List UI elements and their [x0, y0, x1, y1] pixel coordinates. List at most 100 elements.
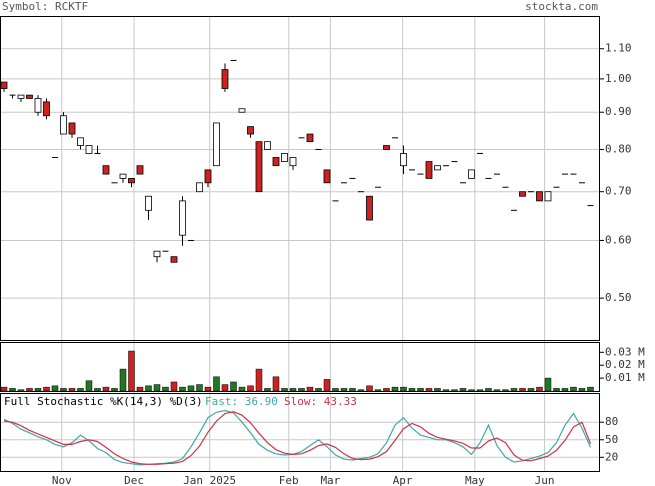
- volume-bar: [383, 388, 390, 392]
- volume-bar: [544, 377, 552, 392]
- indicator-title: Full Stochastic %K(14,3) %D(3): [4, 395, 203, 408]
- volume-bar: [221, 384, 229, 392]
- volume-bar: [9, 388, 16, 392]
- candle-body: [519, 191, 526, 197]
- legend-entry: Fast: 36.90: [205, 395, 278, 408]
- volume-bar: [179, 386, 186, 392]
- x-tick-label: May: [465, 474, 485, 486]
- volume-bar: [561, 388, 569, 392]
- x-tick-label: Apr: [393, 474, 413, 486]
- volume-bar: [153, 384, 161, 392]
- volume-bar: [34, 388, 42, 392]
- candle-body: [26, 94, 33, 99]
- volume-bar: [502, 389, 509, 392]
- candle-body: [264, 141, 271, 150]
- candle-body: [255, 141, 263, 193]
- volume-bar: [17, 389, 25, 392]
- volume-bar: [315, 388, 322, 392]
- volume-bar: [60, 388, 67, 392]
- volume-bar: [102, 386, 110, 392]
- volume-bar: [476, 389, 484, 392]
- candle-body: [238, 108, 246, 113]
- candle-body: [145, 195, 152, 211]
- candle-body: [68, 122, 76, 135]
- candle-body: [153, 250, 161, 258]
- candle-body: [544, 191, 552, 202]
- volume-bar: [451, 389, 458, 392]
- candle-body: [323, 169, 331, 184]
- volume-bar: [485, 388, 492, 392]
- candle-body: [536, 191, 543, 202]
- volume-bar: [51, 385, 59, 392]
- candle-body: [128, 178, 135, 184]
- volume-bar: [204, 386, 212, 392]
- candle-body: [196, 182, 203, 193]
- volume-bar: [459, 388, 467, 392]
- volume-bar: [340, 388, 348, 392]
- volume-bar: [306, 386, 314, 392]
- volume-bar: [374, 389, 382, 392]
- volume-bar: [213, 376, 220, 392]
- volume-bar: [425, 388, 433, 392]
- volume-bar: [332, 388, 339, 392]
- candle-body: [119, 173, 127, 179]
- x-tick-label: Mar: [320, 474, 340, 486]
- volume-bar: [323, 379, 331, 392]
- volume-bar: [136, 386, 144, 392]
- volume-bar: [26, 388, 33, 392]
- volume-bar: [77, 388, 84, 392]
- y-tick-label: 0.90: [605, 105, 632, 118]
- volume-bar: [510, 388, 518, 392]
- volume-bar: [536, 386, 543, 392]
- y-tick-label: 0.02 M: [605, 358, 645, 371]
- volume-bar: [493, 389, 501, 392]
- volume-bar: [281, 388, 288, 392]
- candle-body: [77, 137, 84, 146]
- volume-bar: [187, 385, 195, 392]
- y-tick-label: 50: [605, 433, 618, 446]
- volume-bar: [417, 388, 424, 392]
- volume-bar: [408, 388, 416, 392]
- legend-entry: Slow: 43.33: [284, 395, 357, 408]
- site: stockta.com: [525, 0, 598, 13]
- volume-bar: [111, 388, 118, 392]
- candle-body: [0, 81, 8, 89]
- volume-bar: [442, 389, 450, 392]
- volume-bar: [553, 388, 560, 392]
- indicator-line: [3, 409, 592, 466]
- y-tick-label: 20: [605, 450, 618, 463]
- candle-body: [17, 94, 25, 99]
- volume-bar: [570, 386, 577, 392]
- volume-bar: [366, 385, 373, 392]
- volume-bar: [357, 389, 365, 392]
- volume-bar: [85, 380, 93, 392]
- candle-body: [221, 69, 229, 89]
- candle-body: [306, 133, 314, 143]
- candle-body: [136, 165, 144, 175]
- panel-border: [0, 16, 600, 341]
- candle-body: [425, 161, 433, 179]
- volume-bar: [170, 381, 178, 392]
- volume-bar: [527, 388, 535, 392]
- candle-body: [43, 101, 50, 117]
- volume-bar: [196, 384, 203, 392]
- volume-bar: [162, 386, 169, 392]
- x-tick-label: Jun: [535, 474, 555, 486]
- x-tick-label: Dec: [124, 474, 144, 486]
- indicator-line: [3, 411, 592, 465]
- volume-bar: [272, 376, 280, 392]
- candle-body: [400, 153, 407, 167]
- volume-bar: [68, 388, 76, 392]
- volume-bar: [349, 388, 356, 392]
- candle-body: [383, 145, 390, 150]
- volume-bar: [264, 388, 271, 392]
- y-tick-label: 0.50: [605, 291, 632, 304]
- volume-bar: [400, 386, 407, 392]
- volume-bar: [94, 388, 101, 392]
- candle-body: [468, 169, 475, 179]
- volume-bar: [230, 381, 237, 392]
- volume-bar: [298, 388, 305, 392]
- volume-bar: [255, 368, 263, 392]
